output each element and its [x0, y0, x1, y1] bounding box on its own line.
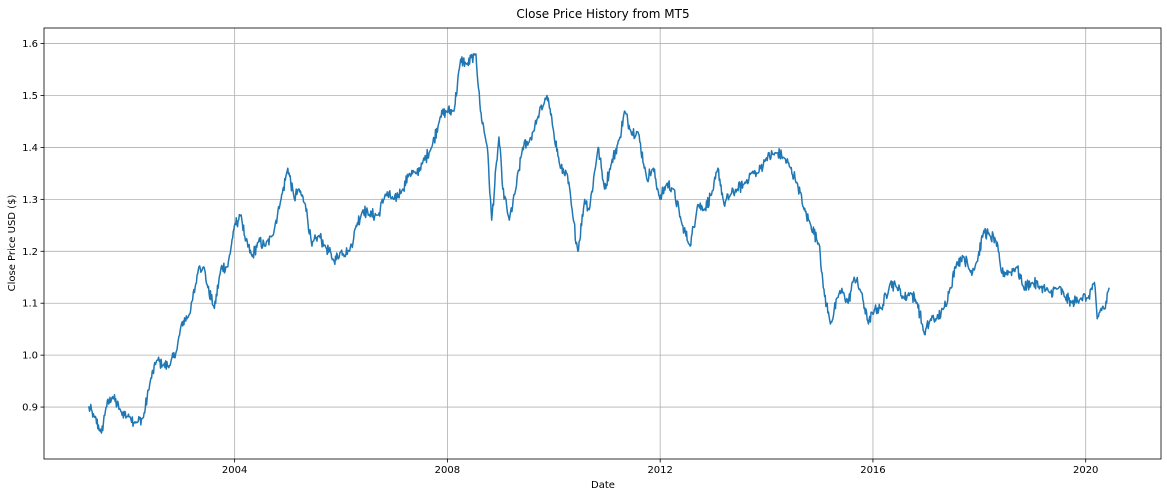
price-series-line: [88, 52, 1110, 434]
x-tick-label: 2008: [435, 465, 460, 476]
chart-title: Close Price History from MT5: [516, 7, 689, 21]
x-tick-label: 2016: [860, 465, 885, 476]
y-tick-label: 1.6: [22, 39, 38, 50]
y-tick-label: 1.1: [22, 299, 38, 310]
y-tick-label: 1.2: [22, 247, 38, 258]
x-tick-label: 2020: [1073, 465, 1098, 476]
y-tick-label: 0.9: [22, 403, 38, 414]
y-tick-label: 1.3: [22, 195, 38, 206]
y-tick-label: 1.5: [22, 91, 38, 102]
y-tick-label: 1.0: [22, 351, 38, 362]
x-tick-label: 2004: [222, 465, 247, 476]
x-axis-label: Date: [591, 480, 615, 491]
x-tick-label: 2012: [647, 465, 672, 476]
x-axis: 2004 2008 2012 2016 2020: [222, 459, 1098, 476]
grid-lines: [44, 28, 1161, 459]
plot-frame: [43, 27, 1162, 460]
y-axis-label: Close Price USD ($): [7, 195, 18, 292]
y-axis: 0.9 1.0 1.1 1.2 1.3 1.4 1.5 1.6: [22, 39, 44, 414]
y-tick-label: 1.4: [22, 143, 38, 154]
series-layer: [88, 52, 1110, 434]
